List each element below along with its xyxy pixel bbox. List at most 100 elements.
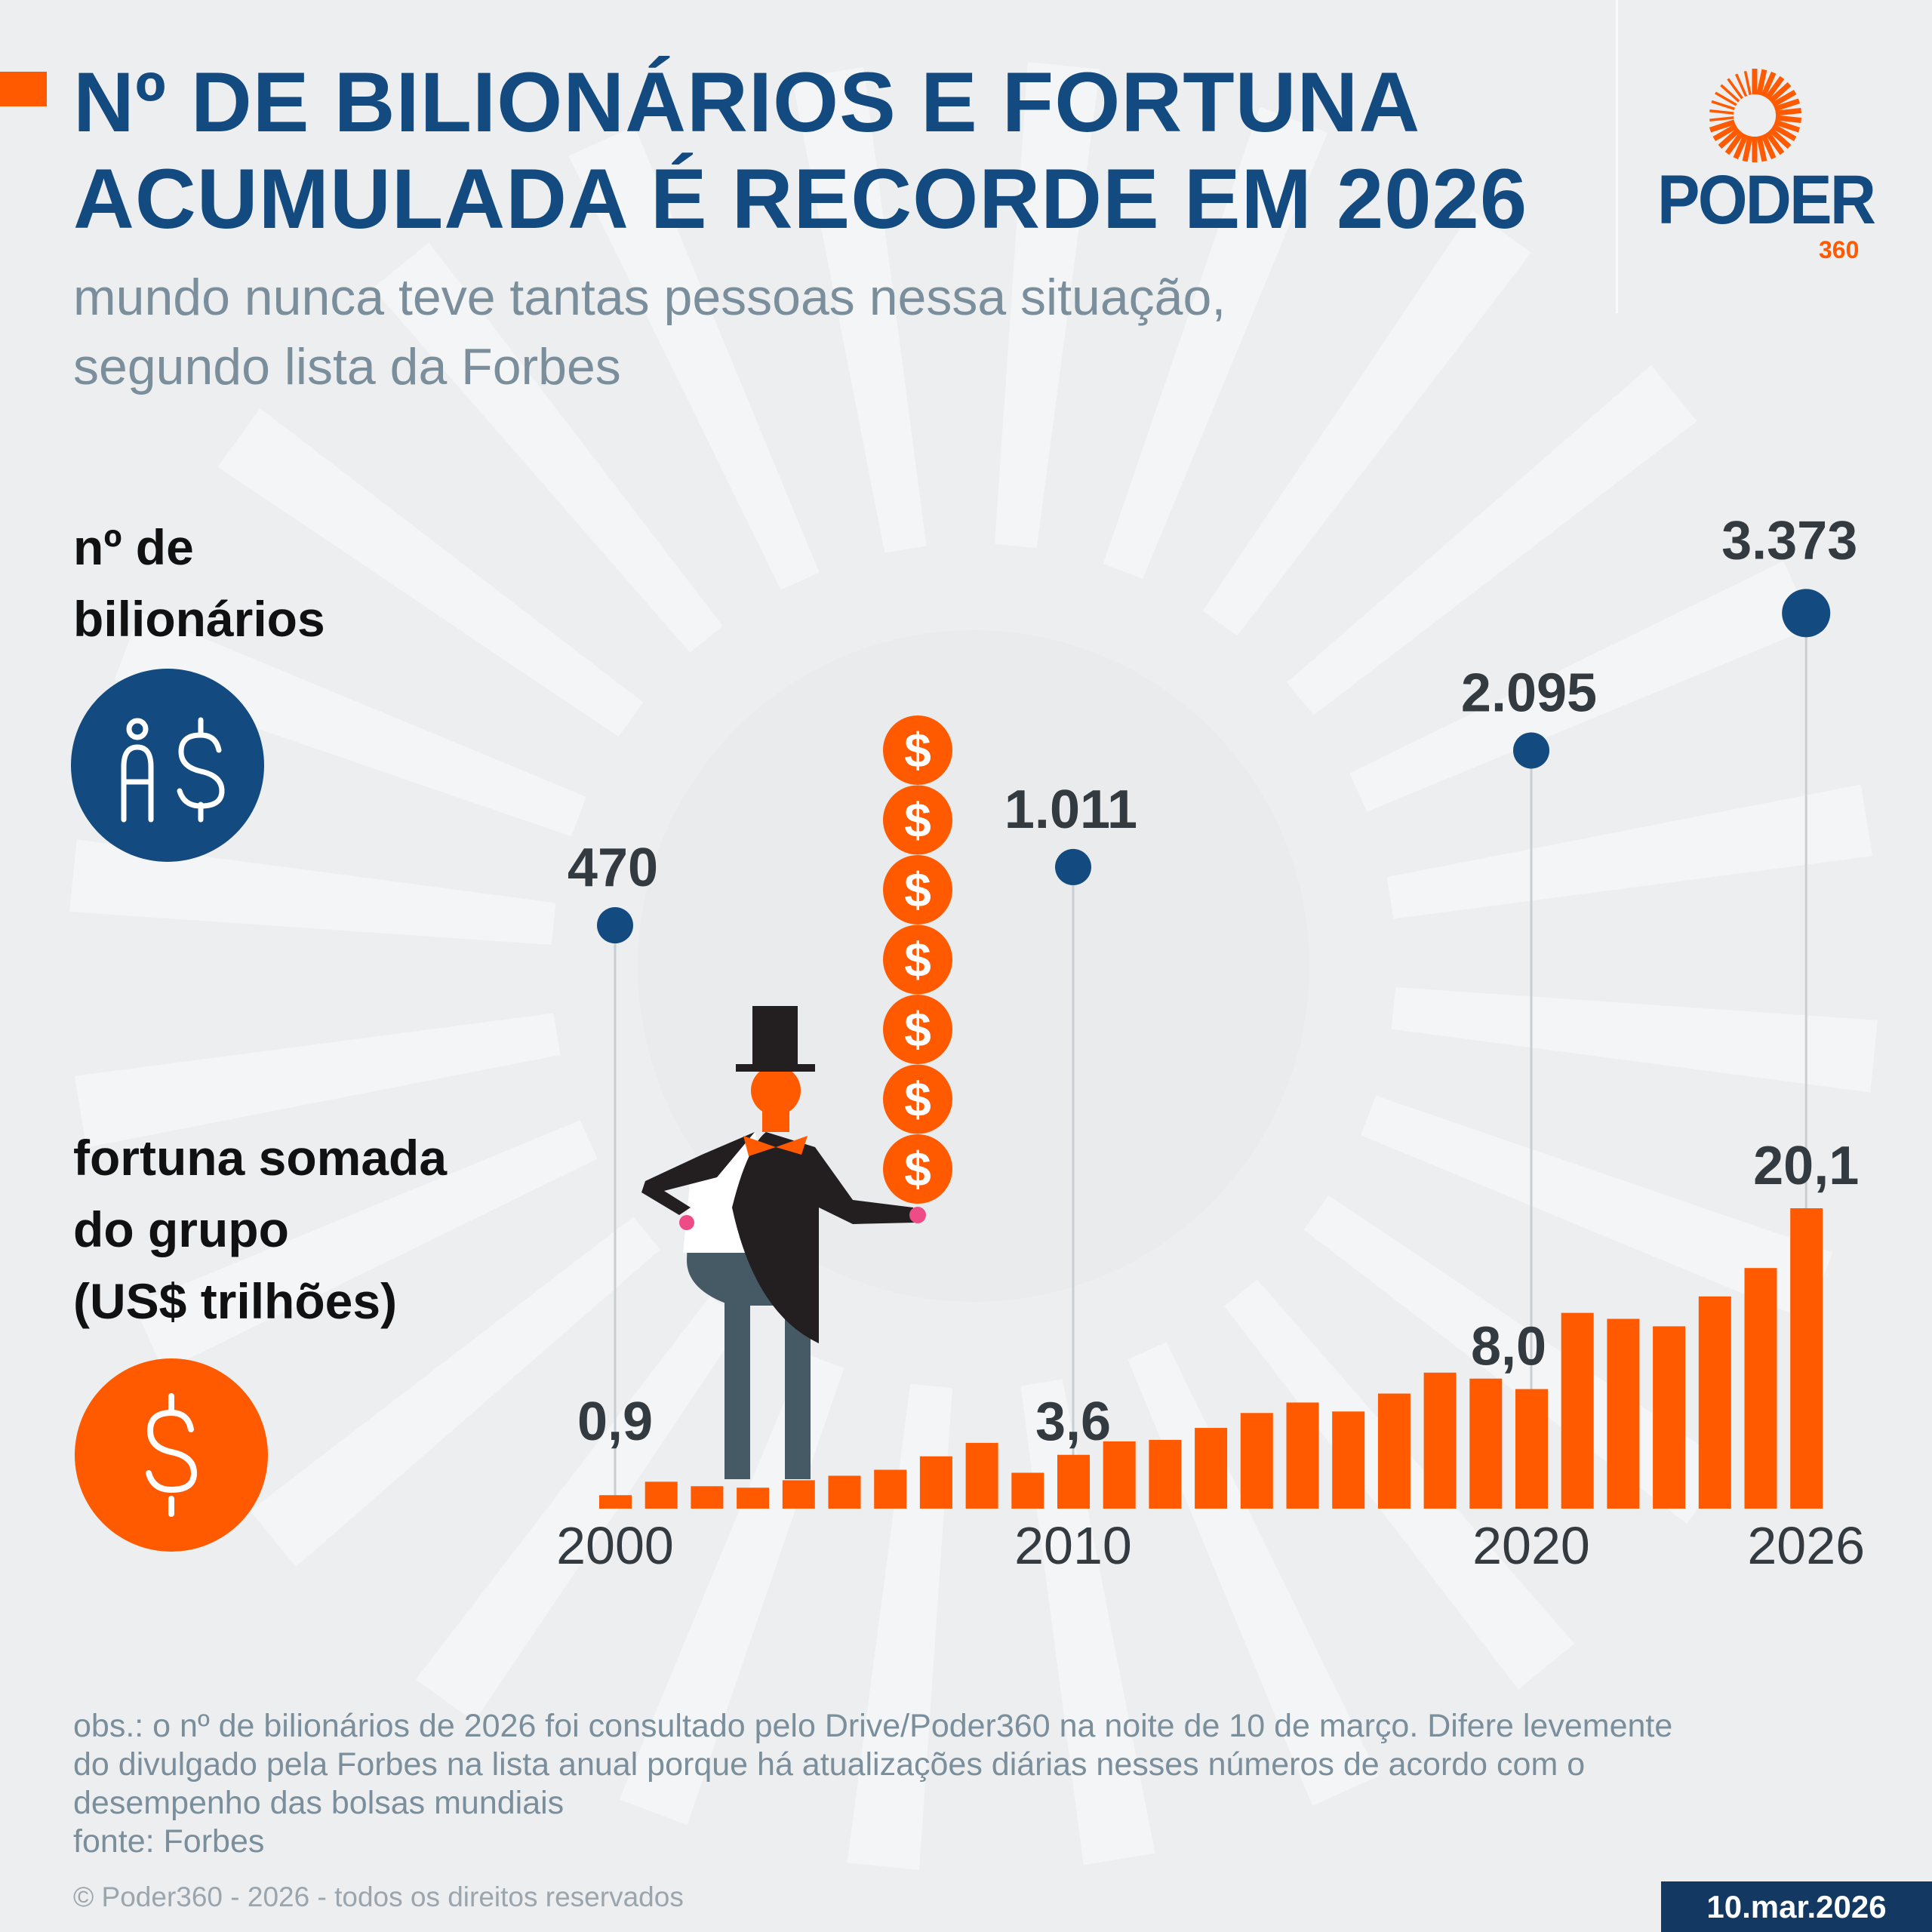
- logo-ray: [1774, 98, 1801, 112]
- fortune-bar-2003: [737, 1487, 770, 1509]
- dollar-coin: [883, 715, 952, 785]
- man-arm: [641, 1132, 755, 1215]
- logo-ray: [1709, 109, 1734, 115]
- top-hat-brim: [736, 1064, 815, 1072]
- background-ray: [568, 126, 820, 590]
- dollar-coin-symbol: $: [904, 793, 931, 848]
- fortune-bar-2011: [1103, 1441, 1136, 1509]
- logo-ray: [1775, 115, 1802, 123]
- obs-line-3: desempenho das bolsas mundiais: [73, 1785, 565, 1821]
- logo-ray: [1709, 116, 1734, 122]
- background-ray: [372, 242, 723, 653]
- dollar-coin: [883, 924, 952, 995]
- fortune-bar-2020: [1515, 1389, 1548, 1509]
- background-ray: [1103, 106, 1328, 579]
- dollar-coin: [883, 995, 952, 1064]
- subtitle: mundo nunca teve tantas pessoas nessa si…: [73, 263, 1226, 401]
- dollar-icon: [75, 1358, 268, 1552]
- logo-ray: [1711, 100, 1735, 111]
- billionaires-dot-2010: [1055, 848, 1091, 885]
- fortune-bar-2009: [1011, 1472, 1044, 1509]
- obs-line-2: do divulgado pela Forbes na lista anual …: [73, 1746, 1586, 1783]
- billionaires-dot-2026: [1782, 589, 1831, 638]
- logo-ray: [1764, 75, 1785, 100]
- logo-ray: [1764, 131, 1785, 155]
- man-head: [751, 1066, 801, 1115]
- fortune-bar-2016: [1332, 1411, 1365, 1509]
- fortune-label-2020: 8,0: [1471, 1317, 1546, 1377]
- man-hand: [909, 1207, 926, 1223]
- fortune-bar-2013: [1195, 1428, 1228, 1509]
- fortune-bar-2000: [599, 1495, 632, 1509]
- background-ray: [792, 66, 927, 553]
- obs-line-1: obs.: o nº de bilionários de 2026 foi co…: [73, 1708, 1673, 1744]
- man-tailcoat: [732, 1132, 915, 1343]
- fortune-bar-2010: [1057, 1454, 1090, 1509]
- dollar-coin: [883, 855, 952, 924]
- logo-ray: [1742, 135, 1753, 162]
- fortune-bar-2006: [874, 1469, 907, 1509]
- fortune-label-2010: 3,6: [1035, 1392, 1111, 1452]
- logo-ray: [1709, 119, 1736, 133]
- fortune-bar-2023: [1653, 1326, 1686, 1509]
- man-hand: [679, 1215, 694, 1230]
- logo-ray: [1743, 70, 1752, 95]
- man-bowtie: [743, 1136, 808, 1156]
- fortune-bar-2007: [919, 1456, 952, 1509]
- page-title: Nº DE BILIONÁRIOS E FORTUNA ACUMULADA É …: [73, 54, 1527, 248]
- background-ray: [1020, 1379, 1155, 1866]
- billionaires-label-2000: 470: [568, 838, 658, 898]
- logo-ray: [1775, 108, 1802, 116]
- background-disc: [638, 630, 1309, 1302]
- billionaires-label-2020: 2.095: [1461, 663, 1597, 723]
- logo-ray: [1761, 71, 1777, 97]
- background-ray: [415, 1296, 745, 1722]
- fortune-label-line-1: fortuna somada: [73, 1130, 448, 1186]
- dollar-coin-symbol: $: [904, 1072, 931, 1127]
- background-ray: [1386, 784, 1873, 919]
- x-tick-label-2020: 2020: [1472, 1516, 1590, 1575]
- subtitle-line-2: segundo lista da Forbes: [73, 338, 621, 395]
- billionaires-label: nº de bilionários: [73, 512, 325, 655]
- fortune-bar-2014: [1240, 1413, 1273, 1509]
- background-ray: [69, 839, 556, 946]
- fortune-label: fortuna somada do grupo (US$ trilhões): [73, 1122, 447, 1337]
- poder360-sun-logo-icon: [1709, 69, 1802, 162]
- fortune-bar-2002: [691, 1486, 724, 1509]
- logo-ray: [1768, 82, 1792, 103]
- logo-ray: [1771, 89, 1797, 108]
- observation-note: obs.: o nº de bilionários de 2026 foi co…: [73, 1707, 1884, 1861]
- fortune-bar-2022: [1607, 1318, 1640, 1509]
- logo-ray: [1756, 135, 1767, 162]
- fortune-bar-2019: [1469, 1378, 1503, 1509]
- background-ray: [1361, 1095, 1833, 1321]
- x-tick-label-2000: 2000: [556, 1516, 674, 1575]
- fortune-label-2026: 20,1: [1753, 1136, 1859, 1196]
- copyright: © Poder360 - 2026 - todos os direitos re…: [73, 1881, 684, 1912]
- background-ray: [1349, 561, 1814, 812]
- dollar-coin: [883, 785, 952, 855]
- billionaires-label-line-1: nº de: [73, 519, 194, 575]
- fortune-bar-2018: [1423, 1372, 1457, 1509]
- logo-ray: [1727, 78, 1743, 100]
- fortune-label-2000: 0,9: [577, 1392, 653, 1452]
- title-line-1: Nº DE BILIONÁRIOS E FORTUNA: [73, 55, 1421, 149]
- fortune-bar-2015: [1286, 1402, 1319, 1509]
- fortune-bar-2008: [965, 1442, 998, 1509]
- logo-suffix: 360: [1819, 236, 1860, 263]
- title-line-2: ACUMULADA É RECORDE EM 2026: [73, 152, 1528, 246]
- background-ray: [1128, 1342, 1379, 1806]
- fortune-bar-2017: [1377, 1393, 1411, 1509]
- dollar-coin-symbol: $: [904, 1142, 931, 1196]
- rich-man-illustration: $ $ $ $ $ $ $: [641, 715, 952, 1479]
- background-ray: [250, 1217, 660, 1567]
- logo-ray: [1774, 119, 1801, 133]
- subtitle-line-1: mundo nunca teve tantas pessoas nessa si…: [73, 269, 1226, 326]
- logo-ray: [1768, 128, 1792, 149]
- logo-ray: [1724, 131, 1745, 155]
- logo-wordmark: PODER: [1657, 162, 1876, 238]
- dollar-coin-symbol: $: [904, 1002, 931, 1057]
- logo-ray: [1720, 84, 1740, 103]
